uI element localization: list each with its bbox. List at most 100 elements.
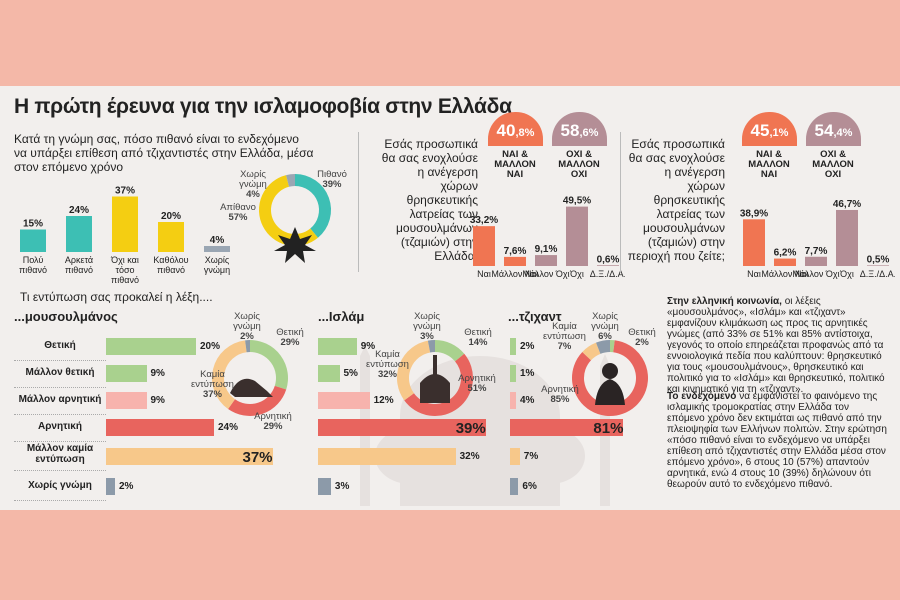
bar	[20, 229, 46, 252]
bar-value-label: 0,6%	[597, 254, 620, 265]
x-tick-label: πιθανό	[65, 265, 93, 275]
bar-value-label: 7,6%	[504, 246, 527, 257]
hbar-value-label: 7%	[523, 451, 539, 462]
word2-donut-chart	[397, 340, 473, 416]
row-label: Μάλλον αρνητική	[18, 394, 102, 405]
praying-figure-icon	[230, 378, 273, 397]
x-tick-label: πιθανό	[19, 265, 47, 275]
x-tick-label: Όχι	[569, 269, 584, 279]
bar	[66, 216, 92, 252]
hbar	[106, 478, 115, 495]
hbar	[318, 419, 486, 436]
hbar	[510, 478, 519, 495]
bar-value-label: 33,2%	[470, 215, 498, 226]
donut-segment	[572, 340, 648, 416]
x-tick-label: Ναι	[477, 269, 491, 279]
militant-head-icon	[602, 363, 618, 379]
row-label: Μάλλον καμία εντύπωση	[26, 443, 94, 465]
bar	[743, 219, 765, 266]
q3-total-yes-label: ΝΑΙ & ΜΑΛΛΟΝ ΝΑΙ	[748, 149, 790, 180]
bar-value-label: 38,9%	[740, 208, 768, 219]
q1-no-label: Απίθανο 57%	[220, 202, 256, 223]
hbar	[106, 392, 147, 409]
word3-title: ...τζιχαντ	[508, 309, 562, 324]
hbar-value-label: 4%	[520, 395, 535, 406]
bar-value-label: 46,7%	[833, 199, 861, 210]
row-label: Χωρίς γνώμη	[28, 480, 92, 491]
row-divider	[14, 441, 106, 442]
donut-segment	[212, 340, 247, 410]
hbar	[510, 448, 520, 465]
x-tick-label: Καθόλου	[153, 255, 188, 265]
minaret-icon	[433, 355, 437, 385]
bar	[774, 258, 796, 266]
q4-question: Τι εντύπωση σας προκαλεί η λέξη....	[20, 290, 213, 304]
infographic-panel	[0, 86, 900, 510]
hbar	[106, 338, 196, 355]
hbar	[318, 448, 456, 465]
hbar-value-label: 24%	[218, 422, 239, 433]
x-tick-label: Όχι	[839, 269, 854, 279]
hbar-value-label: 37%	[242, 449, 273, 466]
q3-total-no-label: ΟΧΙ & ΜΑΛΛΟΝ ΟΧΙ	[812, 149, 854, 180]
donut-segment	[582, 342, 601, 361]
bar	[158, 222, 184, 252]
bar	[867, 265, 889, 266]
word1-dk-label: Χωρίς γνώμη 2%	[233, 311, 261, 342]
word2-none-label: Καμία εντύπωση 32%	[366, 349, 409, 380]
word1-neg-label: Αρνητική 29%	[254, 411, 292, 432]
word2-title: ...Ισλάμ	[318, 309, 365, 324]
x-tick-label: Μάλλον Ναι	[761, 269, 808, 279]
q1-dk-label: Χωρίς γνώμη 4%	[239, 169, 267, 200]
hbar	[318, 392, 370, 409]
q1-yes-label: Πιθανό 39%	[317, 169, 347, 190]
bar	[204, 246, 230, 252]
hbar-value-label: 9%	[150, 395, 165, 406]
bar	[597, 265, 619, 266]
q1-donut-chart	[259, 174, 331, 263]
row-label: Θετική	[44, 340, 76, 351]
x-tick-label: Αρκετά	[65, 255, 93, 265]
hbar	[510, 365, 516, 382]
x-tick-label: γνώμη	[204, 265, 230, 275]
bar-value-label: 37%	[115, 186, 135, 197]
donut-segment	[427, 340, 436, 353]
bar	[504, 256, 526, 266]
word2-neg-label: Αρνητική 51%	[458, 373, 496, 394]
bar-value-label: 20%	[161, 211, 181, 222]
word2-pos-label: Θετική 14%	[464, 327, 492, 348]
hbar	[510, 419, 624, 436]
hbar-value-label: 1%	[520, 368, 535, 379]
bar-value-label: 6,2%	[774, 248, 797, 259]
hbar	[318, 365, 340, 382]
hbar-value-label: 5%	[343, 368, 358, 379]
donut-segment	[286, 174, 296, 187]
hbar	[106, 419, 214, 436]
x-tick-label: Δ.Ξ./Δ.Α.	[590, 269, 625, 279]
q2-total-no-label: ΟΧΙ & ΜΑΛΛΟΝ ΟΧΙ	[558, 149, 600, 180]
x-tick-label: τόσο	[115, 265, 134, 275]
x-tick-label: Μάλλον Ναι	[491, 269, 538, 279]
word3-neg-label: Αρνητική 85%	[541, 384, 579, 405]
word2-dk-label: Χωρίς γνώμη 3%	[413, 311, 441, 342]
bar-value-label: 24%	[69, 205, 89, 216]
bar-value-label: 0,5%	[867, 254, 890, 265]
bar-value-label: 7,7%	[805, 246, 828, 257]
x-tick-label: Ναι	[747, 269, 761, 279]
q2-total-yes: 40,8%	[488, 112, 543, 146]
note-paragraph-2: Το ενδεχόμενο να εμφανιστεί το φαινόμενο…	[667, 391, 887, 490]
hbar	[510, 338, 516, 355]
word3-donut-chart	[572, 340, 648, 416]
row-divider	[14, 360, 106, 361]
word1-donut-chart	[212, 340, 288, 416]
hbar	[318, 338, 357, 355]
divider	[620, 132, 621, 272]
donut-segment	[596, 340, 611, 354]
note-paragraph-1: Στην ελληνική κοινωνία, οι λέξεις «μουσο…	[667, 296, 885, 395]
x-tick-label: πιθανό	[111, 275, 139, 285]
word1-title: ...μουσουλμάνος	[14, 309, 118, 324]
donut-segment	[249, 340, 288, 390]
hbar-value-label: 39%	[455, 420, 486, 437]
hbar	[106, 365, 147, 382]
